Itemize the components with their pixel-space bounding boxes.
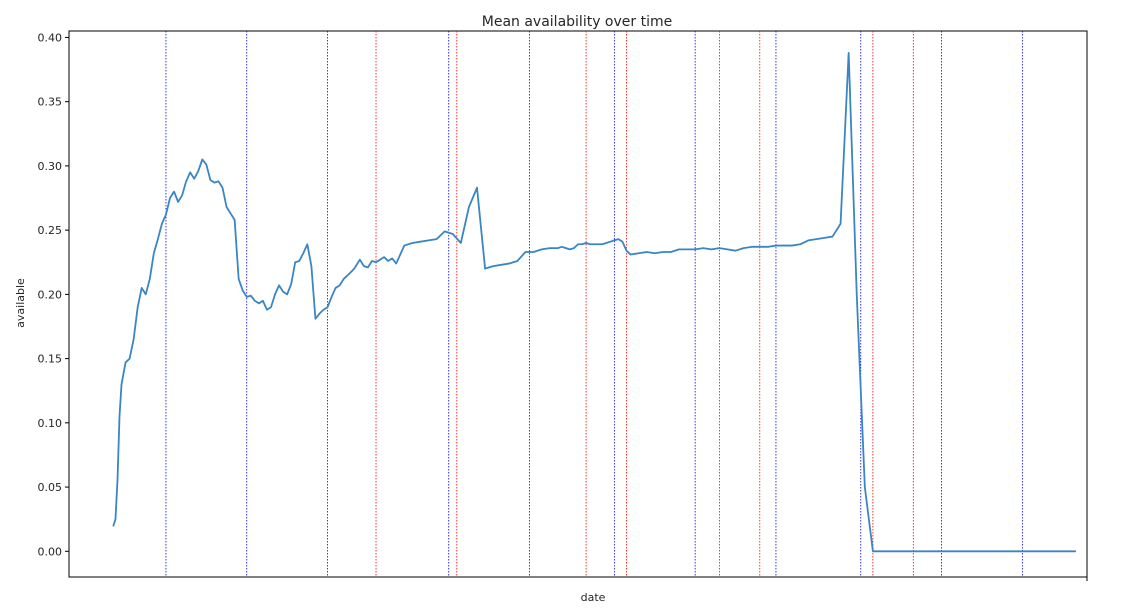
series-layer xyxy=(112,51,1077,553)
y-tick-label-7: 0.35 xyxy=(38,96,63,109)
y-tick-label-2: 0.10 xyxy=(38,417,63,430)
y-tick-label-5: 0.25 xyxy=(38,224,63,237)
y-axis: 0.00 0.05 0.10 0.15 0.20 0.25 0.30 0.35 0.40 xyxy=(38,31,69,558)
y-tick-label-0: 0.00 xyxy=(38,545,63,558)
series-line-0 xyxy=(112,51,1077,553)
plot-frame xyxy=(68,30,1088,578)
chart-title: Mean availability over time xyxy=(482,14,672,30)
y-tick-label-3: 0.15 xyxy=(38,353,63,366)
y-tick-label-6: 0.30 xyxy=(38,160,63,173)
x-axis-label: date xyxy=(581,591,606,604)
y-tick-label-8: 0.40 xyxy=(38,31,63,44)
y-tick-label-4: 0.20 xyxy=(38,288,63,301)
vertical-marker-lines xyxy=(165,31,1023,577)
y-tick-label-1: 0.05 xyxy=(38,481,63,494)
y-axis-label: available xyxy=(14,278,27,328)
